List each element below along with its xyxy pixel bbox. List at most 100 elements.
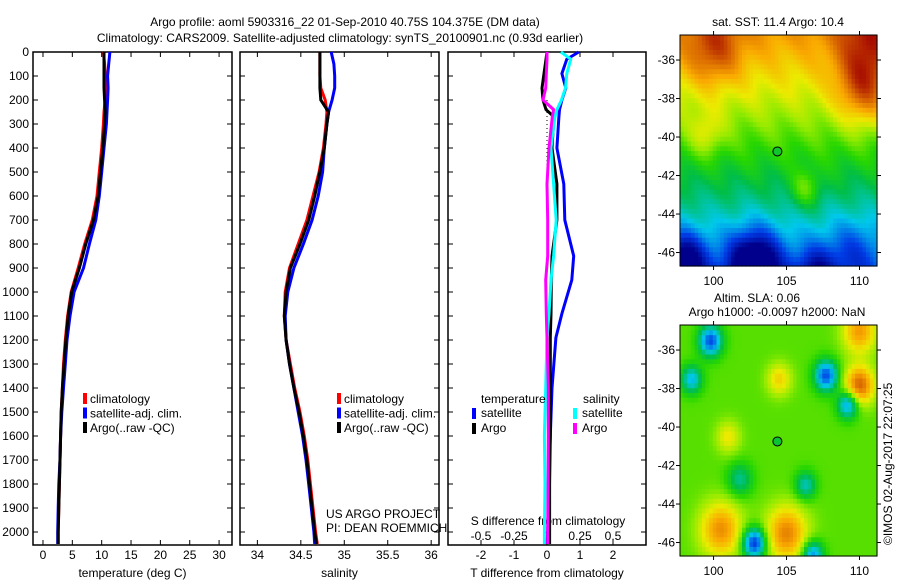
map-cell — [775, 242, 779, 247]
map-cell — [760, 527, 764, 532]
map-cell — [822, 93, 826, 98]
map-cell — [819, 542, 823, 547]
map-cell — [753, 513, 757, 518]
map-cell — [786, 141, 790, 146]
map-cell — [738, 175, 742, 180]
y-tick-label: 1300 — [2, 357, 29, 371]
map-cell — [702, 508, 706, 513]
map-cell — [815, 242, 819, 247]
map-cell — [706, 460, 710, 465]
map-cell — [771, 522, 775, 527]
map-cell — [826, 397, 830, 402]
map-cell — [815, 503, 819, 508]
map-cell — [826, 189, 830, 194]
map-cell — [771, 421, 775, 426]
map-cell — [797, 213, 801, 218]
map-cell — [746, 237, 750, 242]
map-cell — [735, 160, 739, 165]
map-cell — [800, 335, 804, 340]
map-cell — [742, 242, 746, 247]
map-cell — [819, 412, 823, 417]
map-cell — [695, 151, 699, 156]
map-cell — [786, 93, 790, 98]
map-cell — [800, 344, 804, 349]
map-cell — [866, 199, 870, 204]
map-cell — [753, 126, 757, 131]
map-cell — [793, 392, 797, 397]
map-cell — [826, 228, 830, 233]
map-cell — [837, 112, 841, 117]
map-cell — [855, 151, 859, 156]
map-cell — [680, 325, 684, 330]
map-cell — [793, 155, 797, 160]
map-cell — [702, 49, 706, 54]
map-cell — [815, 518, 819, 523]
map-cell — [753, 117, 757, 122]
map-cell — [713, 98, 717, 103]
map-cell — [782, 421, 786, 426]
map-cell — [717, 436, 721, 441]
map-cell — [811, 330, 815, 335]
map-cell — [793, 431, 797, 436]
map-cell — [724, 359, 728, 364]
map-cell — [742, 474, 746, 479]
map-cell — [738, 107, 742, 112]
map-cell — [804, 203, 808, 208]
map-cell — [837, 247, 841, 252]
map-cell — [684, 256, 688, 261]
map-cell — [830, 107, 834, 112]
map-cell — [833, 441, 837, 446]
y-tick-label: 600 — [9, 189, 29, 203]
map-cell — [837, 175, 841, 180]
map-cell — [680, 508, 684, 513]
map-cell — [727, 136, 731, 141]
map-cell — [837, 194, 841, 199]
map-cell — [680, 54, 684, 59]
map-cell — [811, 402, 815, 407]
map-cell — [724, 489, 728, 494]
map-cell — [779, 542, 783, 547]
map-cell — [684, 537, 688, 542]
map-cell — [775, 228, 779, 233]
map-cell — [713, 136, 717, 141]
map-cell — [819, 151, 823, 156]
map-cell — [808, 354, 812, 359]
map-cell — [687, 484, 691, 489]
map-cell — [782, 126, 786, 131]
map-cell — [698, 179, 702, 184]
map-cell — [753, 335, 757, 340]
map-cell — [830, 522, 834, 527]
map-cell — [746, 218, 750, 223]
map-cell — [764, 325, 768, 330]
map-cell — [819, 354, 823, 359]
map-cell — [797, 518, 801, 523]
map-cell — [815, 349, 819, 354]
map-cell — [789, 402, 793, 407]
map-cell — [749, 330, 753, 335]
map-cell — [768, 407, 772, 412]
map-cell — [757, 489, 761, 494]
map-cell — [819, 54, 823, 59]
map-cell — [757, 131, 761, 136]
map-cell — [724, 83, 728, 88]
map-cell — [727, 93, 731, 98]
map-cell — [852, 252, 856, 257]
map-cell — [731, 49, 735, 54]
map-cell — [822, 107, 826, 112]
map-cell — [706, 513, 710, 518]
map-cell — [684, 122, 688, 127]
map-cell — [800, 479, 804, 484]
map-cell — [687, 349, 691, 354]
map-cell — [742, 359, 746, 364]
map-cell — [826, 542, 830, 547]
map-cell — [804, 354, 808, 359]
map-cell — [702, 518, 706, 523]
map-cell — [702, 503, 706, 508]
map-cell — [724, 431, 728, 436]
map-cell — [713, 59, 717, 64]
map-cell — [742, 126, 746, 131]
map-cell — [808, 431, 812, 436]
map-cell — [709, 78, 713, 83]
map-cell — [808, 35, 812, 40]
map-cell — [717, 237, 721, 242]
